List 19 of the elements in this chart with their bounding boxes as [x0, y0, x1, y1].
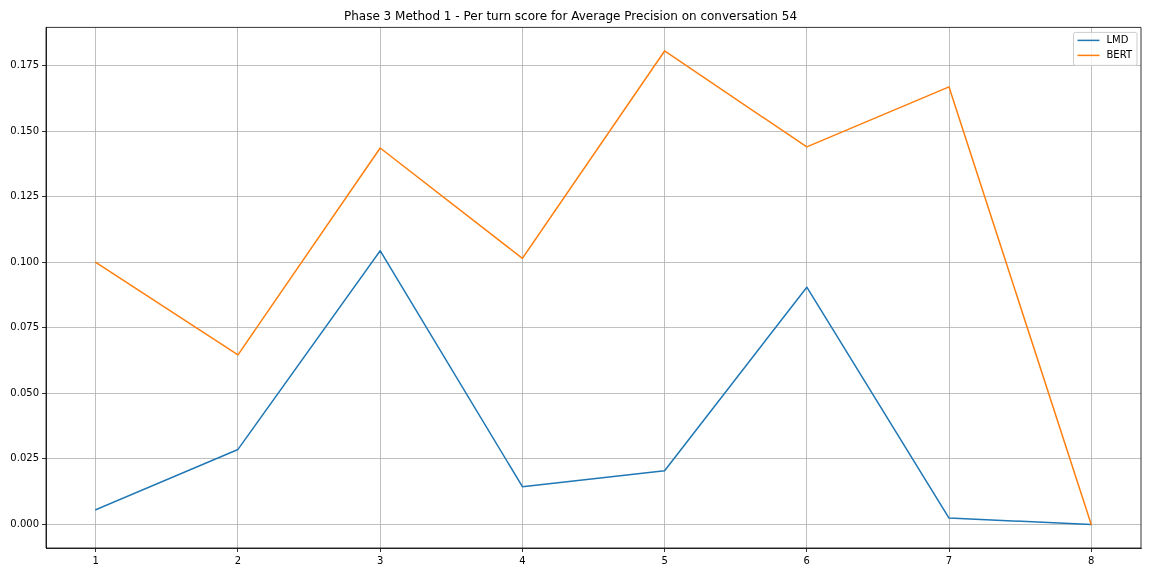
y-tick-label: 0.000 — [10, 518, 39, 529]
y-tick-label: 0.150 — [10, 124, 39, 136]
x-tick-label: 4 — [519, 554, 526, 566]
legend-label: BERT — [1106, 48, 1133, 60]
y-tick-label: 0.075 — [10, 321, 39, 333]
x-tick-label: 6 — [803, 554, 810, 566]
x-tick-label: 5 — [661, 554, 668, 566]
x-tick-label: 7 — [945, 554, 953, 566]
y-tick-label: 0.050 — [10, 386, 39, 398]
y-tick-label: 0.100 — [10, 255, 39, 267]
x-tick-label: 1 — [92, 554, 99, 566]
x-tick-label: 2 — [234, 554, 242, 566]
chart-title: Phase 3 Method 1 - Per turn score for Average Precision on conversation 54 — [343, 9, 798, 24]
legend-label: LMD — [1106, 33, 1129, 45]
x-tick-label: 8 — [1088, 554, 1095, 566]
y-tick-label: 0.175 — [10, 59, 39, 71]
y-tick-label: 0.025 — [10, 452, 39, 464]
y-tick-label: 0.125 — [10, 190, 39, 202]
x-tick-label: 3 — [377, 554, 384, 566]
